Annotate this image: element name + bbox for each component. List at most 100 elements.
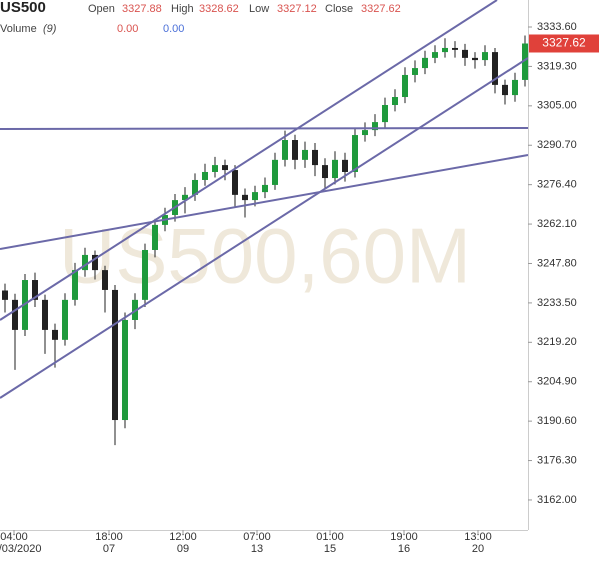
candle-body: [242, 194, 248, 201]
candle-body: [142, 249, 148, 300]
candle-body: [222, 165, 228, 171]
candle-body: [332, 159, 338, 179]
x-tick-date: 16: [398, 543, 410, 555]
y-tick-label: 3176.30: [537, 454, 577, 466]
candle-body: [92, 254, 98, 271]
candle-body: [302, 149, 308, 160]
trend-line: [0, 0, 498, 321]
candle-body: [322, 165, 328, 179]
candle-body: [252, 192, 258, 201]
open-label: Open: [88, 3, 115, 15]
y-tick-label: 3319.30: [537, 60, 577, 72]
low-value: 3327.12: [277, 3, 317, 15]
candle-body: [462, 49, 468, 58]
candle-body: [502, 84, 508, 96]
candle-body: [412, 68, 418, 75]
candle-body: [112, 289, 118, 421]
x-tick-label: 12:00: [169, 531, 197, 543]
y-tick-label: 3219.20: [537, 336, 577, 348]
x-tick-date: 13: [251, 543, 263, 555]
candle-body: [122, 319, 128, 421]
trend-line: [0, 154, 529, 250]
candle-body: [262, 184, 268, 193]
x-tick-date: 09: [177, 543, 189, 555]
price-tag-label: 3327.62: [542, 36, 586, 50]
volume-value: 0.00: [163, 23, 184, 35]
candle-body: [82, 254, 88, 271]
candle-body: [482, 52, 488, 61]
candle-body: [472, 57, 478, 61]
y-tick-label: 3247.80: [537, 257, 577, 269]
candle-body: [62, 299, 68, 340]
high-label: High: [171, 3, 194, 15]
close-value: 3327.62: [361, 3, 401, 15]
candle-body: [452, 47, 458, 50]
candle-body: [272, 159, 278, 185]
open-value: 3327.88: [122, 3, 162, 15]
candle-body: [442, 47, 448, 53]
x-tick-date: 07: [103, 543, 115, 555]
x-tick-label: 19:00: [390, 531, 418, 543]
trend-line: [0, 57, 529, 399]
x-tick-date: 20: [472, 543, 484, 555]
candle-body: [352, 135, 358, 172]
candles: [1, 35, 528, 446]
candle-body: [202, 171, 208, 180]
candle-body: [12, 299, 18, 330]
candle-body: [362, 130, 368, 136]
candle-body: [342, 159, 348, 172]
x-tick-label: 07:00: [243, 531, 271, 543]
y-tick-label: 3333.60: [537, 21, 577, 33]
y-tick-label: 3290.70: [537, 139, 577, 151]
low-label: Low: [249, 3, 269, 15]
y-tick-label: 3262.10: [537, 218, 577, 230]
x-tick-date: 01/03/2020: [0, 543, 42, 555]
candle-body: [392, 97, 398, 106]
price-tag: [529, 34, 599, 53]
x-tick-label: 04:00: [0, 531, 28, 543]
x-tick-label: 18:00: [95, 531, 123, 543]
candle-body: [72, 270, 78, 300]
candle-body: [512, 79, 518, 96]
candle-body: [1, 290, 8, 300]
y-tick-label: 3204.90: [537, 376, 577, 388]
x-tick-label: 13:00: [464, 531, 492, 543]
candle-body: [42, 299, 48, 330]
candle-body: [312, 149, 318, 166]
trend-line: [0, 127, 529, 130]
candle-body: [282, 140, 288, 160]
x-tick-label: 01:00: [316, 531, 344, 543]
y-tick-label: 3305.00: [537, 100, 577, 112]
volume-label: Volume: [0, 23, 37, 35]
candle-body: [522, 43, 528, 80]
volume-value: 0.00: [117, 23, 138, 35]
candle-body: [52, 329, 58, 340]
candle-body: [192, 179, 198, 195]
candle-body: [372, 122, 378, 131]
close-label: Close: [325, 3, 353, 15]
candle-body: [212, 165, 218, 172]
candle-body: [292, 140, 298, 160]
trend-lines: [0, 0, 529, 399]
y-tick-label: 3190.60: [537, 415, 577, 427]
symbol: US500: [0, 0, 46, 16]
candle-body: [232, 170, 238, 195]
y-tick-label: 3162.00: [537, 494, 577, 506]
volume-period: (9): [43, 23, 57, 35]
candle-body: [432, 52, 438, 58]
candle-body: [102, 270, 108, 290]
y-tick-label: 3276.40: [537, 179, 577, 191]
candle-body: [32, 280, 38, 300]
y-tick-label: 3233.50: [537, 297, 577, 309]
candle-body: [402, 74, 408, 98]
x-tick-date: 15: [324, 543, 336, 555]
candle-body: [422, 57, 428, 69]
candle-body: [152, 224, 158, 250]
watermark: US500,60M: [59, 212, 471, 300]
high-value: 3328.62: [199, 3, 239, 15]
candle-body: [492, 52, 498, 85]
candle-body: [182, 194, 188, 201]
candle-body: [382, 105, 388, 123]
